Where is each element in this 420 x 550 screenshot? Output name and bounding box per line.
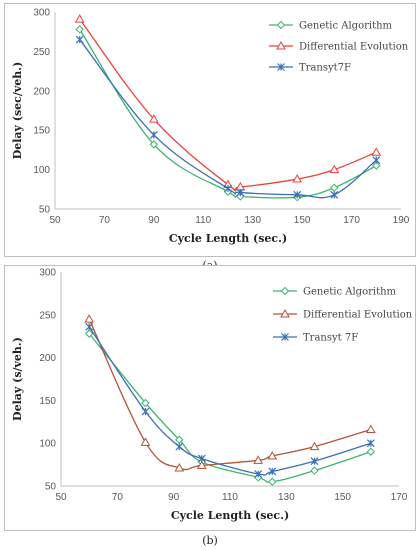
chart-a-legend-label: Genetic Algorithm: [299, 21, 393, 32]
chart-b-data-point: [141, 398, 150, 408]
chart-b-data-point: [310, 466, 319, 475]
chart-b-y-tick-label: 150: [39, 396, 56, 407]
chart-b-data-point: [365, 424, 376, 434]
chart-b-x-tick-label: 130: [278, 492, 295, 503]
chart-b-data-point: [196, 460, 207, 469]
chart-a-y-axis-title: Delay (sec/veh.): [11, 62, 24, 160]
chart-b-data-point: [197, 454, 206, 463]
chart-b-legend-label: Differential Evolution: [303, 310, 413, 321]
chart-b-svg: 50 70 90 110 130 150 170 300 250 200 150 100 50 Cycle…: [11, 268, 413, 523]
chart-b-data-point: [141, 407, 150, 416]
chart-a-svg: 50 70 90 110 130 150 170 190 300 250 200 150 100 50 Cy…: [11, 8, 410, 246]
chart-a-y-tick-label: 50: [39, 205, 51, 216]
chart-a-legend-marker: [276, 40, 286, 50]
chart-b-legend-marker: [280, 286, 290, 296]
chart-b-data-point: [254, 470, 263, 478]
chart-b-y-tick-label: 300: [39, 268, 56, 279]
chart-a-legend-entry: Differential Evolution: [269, 40, 409, 53]
chart-a-x-tick-label: 50: [49, 215, 61, 226]
chart-b-x-tick-label: 50: [55, 492, 67, 503]
chart-b-legend-entry: Differential Evolution: [273, 308, 413, 321]
chart-a-x-tick-label: 110: [195, 215, 211, 226]
chart-a-y-tick-label: 200: [33, 86, 50, 97]
chart-a-y-tick-label: 150: [33, 126, 50, 137]
chart-a-data-point: [149, 140, 159, 149]
chart-a-data-point: [149, 131, 158, 139]
chart-b-series-line: [88, 318, 372, 471]
chart-b-data-point: [366, 447, 376, 456]
chart-a-y-tick-label: 300: [33, 8, 50, 19]
chart-b-data-point: [268, 467, 277, 476]
chart-a-legend-marker: [277, 63, 285, 71]
chart-b-x-tick-label: 70: [112, 492, 124, 503]
chart-b-legend-marker: [280, 308, 290, 318]
chart-a-data-point: [372, 161, 381, 170]
chart-b-data-point: [366, 439, 375, 448]
chart-panel-a: 50 70 90 110 130 150 170 190 300 250 200 150 100 50 Cy…: [4, 3, 416, 257]
chart-b-data-point: [85, 322, 94, 331]
chart-b-series-line: [88, 333, 372, 483]
chart-b-data-point: [175, 442, 184, 451]
chart-b-data-point: [310, 457, 319, 466]
chart-a-data-point: [330, 190, 339, 199]
chart-b-y-axis-title: Delay (s/veh.): [11, 337, 24, 421]
chart-a-data-point: [330, 183, 339, 192]
chart-b-legend-entry: Transyt 7F: [273, 333, 358, 344]
chart-b-data-point: [267, 451, 278, 460]
chart-a-data-point: [371, 147, 382, 156]
chart-a-legend-entry: Transyt7F: [269, 63, 351, 74]
chart-b-data-point: [140, 437, 151, 446]
chart-b-data-point: [309, 441, 320, 451]
chart-a-x-tick-label: 150: [294, 215, 311, 226]
chart-a-data-point: [75, 25, 84, 34]
chart-b-legend-label: Transyt 7F: [303, 333, 358, 344]
chart-b-x-tick-label: 110: [222, 492, 238, 503]
chart-a-x-tick-label: 70: [99, 215, 111, 226]
chart-a-y-tick-label: 250: [33, 47, 50, 58]
chart-a-legend-marker: [276, 20, 286, 30]
chart-b-data-point: [174, 463, 185, 472]
chart-b-data-point: [253, 455, 264, 464]
chart-a-data-point: [293, 190, 302, 199]
chart-a-data-point: [329, 164, 340, 174]
chart-a-x-tick-label: 90: [148, 215, 160, 226]
chart-a-y-tick-label: 100: [33, 165, 50, 176]
chart-a-x-tick-label: 170: [343, 215, 360, 226]
chart-b-y-tick-label: 100: [39, 439, 56, 450]
chart-b-caption: (b): [202, 534, 218, 547]
chart-b-y-tick-label: 200: [39, 353, 56, 364]
chart-b-x-tick-label: 150: [334, 492, 351, 503]
chart-a-legend-entry: Genetic Algorithm: [269, 21, 393, 32]
chart-b-data-point: [268, 477, 277, 486]
chart-b-series-0: [84, 329, 376, 486]
chart-a-series-2: [75, 35, 381, 199]
chart-b-x-tick-label: 170: [391, 492, 408, 503]
chart-b-legend-entry: Genetic Algorithm: [273, 287, 397, 298]
chart-b-series-2: [85, 322, 375, 478]
chart-a-x-axis-title: Cycle Length (sec.): [169, 232, 287, 245]
chart-a-data-point: [74, 14, 85, 23]
chart-b-data-point: [84, 329, 94, 338]
chart-panel-b: 50 70 90 110 130 150 170 300 250 200 150 100 50 Cycle…: [4, 265, 416, 531]
chart-a-x-tick-label: 130: [244, 215, 261, 226]
chart-b-x-tick-label: 90: [168, 492, 180, 503]
chart-a-data-point: [224, 184, 232, 193]
chart-a-data-point: [372, 156, 381, 165]
chart-b-y-tick-label: 250: [39, 310, 56, 321]
chart-b-legend-marker: [281, 333, 289, 341]
chart-b-legend-label: Genetic Algorithm: [303, 287, 397, 298]
chart-b-y-tick-label: 50: [45, 482, 57, 493]
chart-a-data-point: [75, 35, 84, 44]
chart-a-legend-label: Differential Evolution: [299, 42, 409, 53]
chart-b-series-1: [84, 314, 376, 472]
chart-a-data-point: [292, 174, 303, 183]
chart-a-x-tick-label: 190: [393, 215, 410, 226]
chart-a-data-point: [236, 188, 245, 197]
chart-b-x-axis-title: Cycle Length (sec.): [171, 509, 289, 522]
chart-a-legend-label: Transyt7F: [299, 63, 351, 74]
chart-b-data-point: [84, 314, 95, 323]
chart-b-series-line: [88, 326, 372, 476]
chart-a-data-point: [148, 114, 159, 123]
